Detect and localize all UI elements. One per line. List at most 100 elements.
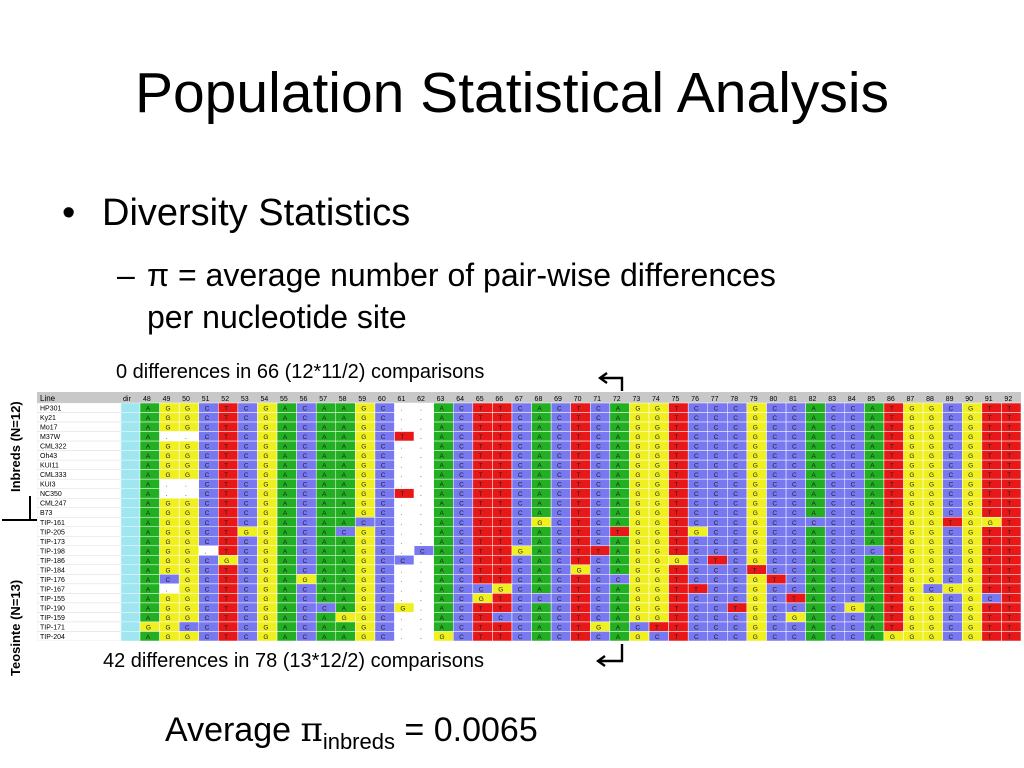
base-letter: .	[420, 529, 422, 536]
base-letter: G	[635, 472, 640, 479]
base-cell	[394, 564, 415, 575]
base-letter: G	[694, 529, 699, 536]
base-letter: .	[400, 453, 402, 460]
base-letter: C	[772, 596, 777, 603]
dir-cell	[120, 488, 141, 499]
base-letter: G	[655, 558, 660, 565]
base-letter: G	[185, 615, 190, 622]
base-letter: A	[146, 482, 151, 489]
base-letter: C	[635, 624, 640, 631]
base-letter: C	[557, 482, 562, 489]
base-letter: T	[498, 491, 502, 498]
base-letter: T	[224, 634, 228, 641]
base-letter: T	[890, 415, 894, 422]
base-letter: G	[655, 520, 660, 527]
base-letter: T	[655, 624, 659, 631]
base-letter: T	[753, 567, 757, 574]
base-letter: G	[635, 577, 640, 584]
base-letter: A	[146, 453, 151, 460]
dir-cell	[120, 564, 141, 575]
base-letter: C	[596, 510, 601, 517]
base-letter: C	[557, 605, 562, 612]
base-letter: A	[870, 529, 875, 536]
base-letter: C	[459, 548, 464, 555]
base-letter: T	[479, 539, 483, 546]
base-letter: C	[244, 615, 249, 622]
base-letter: A	[870, 567, 875, 574]
position-number: 52	[221, 396, 229, 403]
base-letter: C	[851, 425, 856, 432]
base-letter: T	[479, 463, 483, 470]
base-cell	[394, 621, 415, 632]
base-letter: A	[146, 510, 151, 517]
base-letter: A	[812, 501, 817, 508]
base-letter: G	[909, 567, 914, 574]
base-letter: T	[400, 491, 404, 498]
line-name: Mo17	[40, 425, 58, 432]
position-number: 90	[965, 396, 973, 403]
base-letter: A	[283, 634, 288, 641]
base-letter: G	[577, 567, 582, 574]
base-letter: T	[479, 501, 483, 508]
base-letter: C	[557, 548, 562, 555]
base-letter: G	[968, 586, 973, 593]
base-letter: G	[753, 463, 758, 470]
dir-cell	[120, 421, 141, 432]
base-letter: G	[909, 510, 914, 517]
position-number: 63	[437, 396, 445, 403]
base-letter: T	[479, 472, 483, 479]
base-letter: T	[224, 624, 228, 631]
base-letter: G	[753, 453, 758, 460]
base-letter: C	[772, 567, 777, 574]
base-letter: .	[420, 510, 422, 517]
base-letter: T	[988, 472, 992, 479]
base-letter: C	[302, 634, 307, 641]
base-letter: T	[498, 520, 502, 527]
base-letter: A	[342, 510, 347, 517]
sequence-alignment: Line dir 48 49 50 51 52 53 54 55 56 57 58 59 60 61 62 63 6…	[37, 392, 1021, 641]
base-letter: C	[302, 501, 307, 508]
base-cell	[394, 459, 415, 470]
base-letter: C	[557, 634, 562, 641]
base-letter: C	[733, 615, 738, 622]
base-letter: G	[165, 453, 170, 460]
base-letter: G	[361, 406, 366, 413]
base-letter: G	[185, 586, 190, 593]
base-letter: G	[968, 444, 973, 451]
base-letter: G	[165, 520, 170, 527]
base-letter: T	[479, 624, 483, 631]
base-letter: C	[949, 510, 954, 517]
base-letter: .	[400, 577, 402, 584]
position-number: 74	[652, 396, 660, 403]
base-letter: G	[185, 453, 190, 460]
base-letter: A	[616, 501, 621, 508]
base-letter: C	[302, 453, 307, 460]
base-letter: T	[577, 406, 581, 413]
position-number: 80	[769, 396, 777, 403]
base-letter: A	[322, 634, 327, 641]
base-letter: G	[165, 406, 170, 413]
base-letter: C	[733, 453, 738, 460]
base-letter: T	[890, 567, 894, 574]
base-letter: C	[694, 615, 699, 622]
base-letter: C	[812, 520, 817, 527]
base-letter: C	[851, 539, 856, 546]
base-letter: A	[812, 482, 817, 489]
base-letter: T	[479, 491, 483, 498]
base-letter: G	[655, 577, 660, 584]
base-letter: C	[596, 472, 601, 479]
position-number: 71	[593, 396, 601, 403]
base-letter: C	[714, 472, 719, 479]
base-letter: A	[616, 491, 621, 498]
base-letter: C	[205, 425, 210, 432]
base-letter: C	[381, 406, 386, 413]
base-letter: C	[655, 634, 660, 641]
base-letter: C	[733, 539, 738, 546]
base-letter: G	[968, 520, 973, 527]
base-letter: G	[753, 510, 758, 517]
base-letter: G	[655, 501, 660, 508]
base-letter: T	[988, 529, 992, 536]
base-letter: A	[812, 415, 817, 422]
base-letter: C	[694, 539, 699, 546]
line-name: TIP-171	[40, 624, 65, 631]
